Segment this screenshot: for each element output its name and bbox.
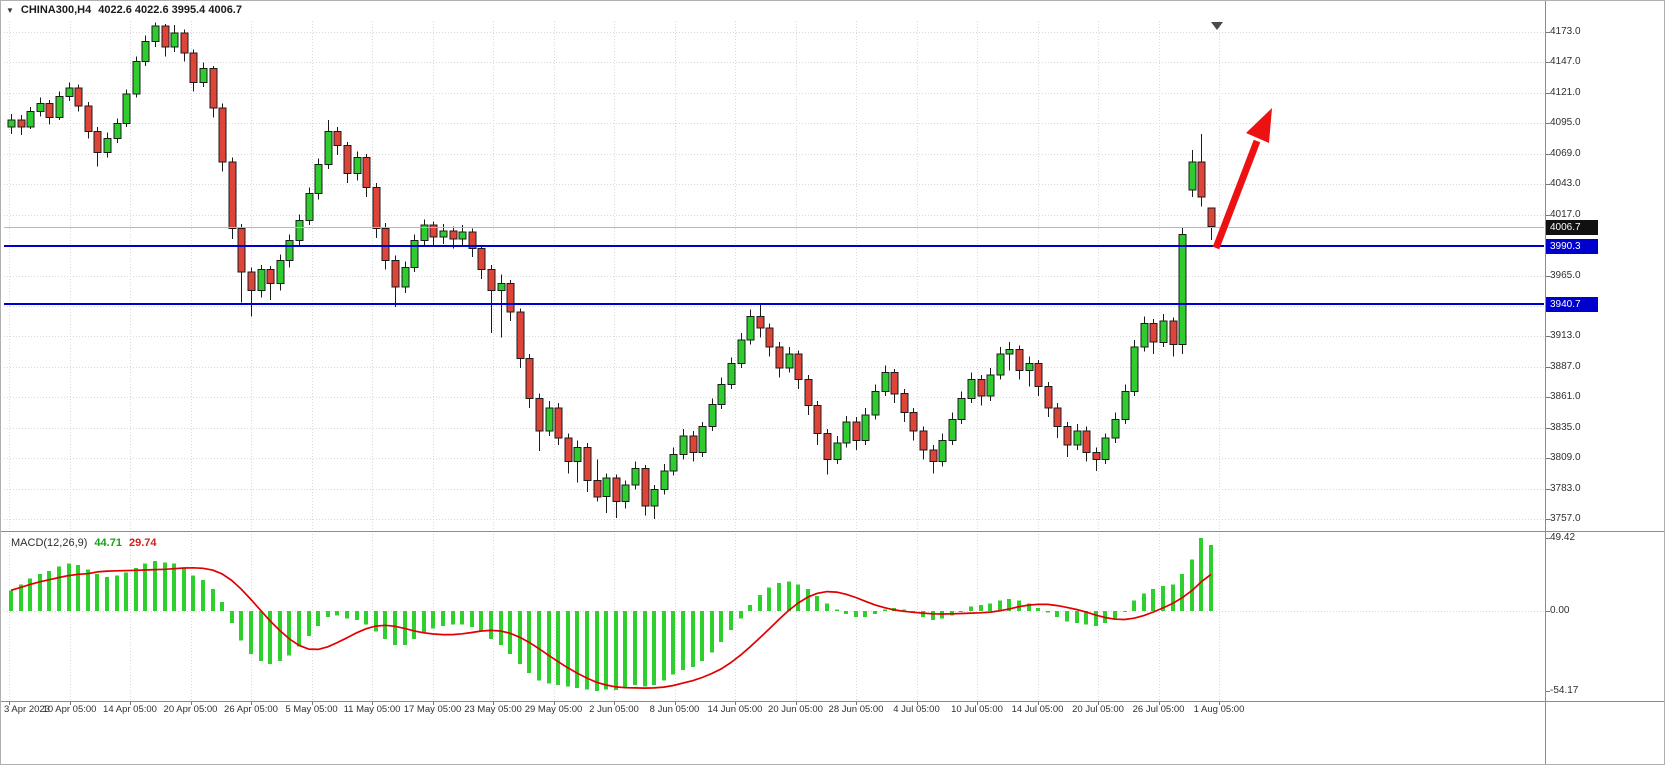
macd-signal-value: 29.74 bbox=[128, 537, 157, 549]
price-axis-label: 4043.0 bbox=[1550, 178, 1581, 190]
macd-axis-max-label: 49.42 bbox=[1550, 532, 1576, 543]
time-axis-label: 8 Jun 05:00 bbox=[649, 704, 700, 715]
time-axis-label: 20 Jun 05:00 bbox=[768, 704, 823, 715]
time-axis-label: 23 May 05:00 bbox=[464, 704, 522, 715]
axis-tick-marks bbox=[9, 32, 1550, 705]
macd-name: MACD(12,26,9) bbox=[11, 537, 88, 549]
time-axis-label: 20 Jul 05:00 bbox=[1072, 704, 1124, 715]
ohlc-readout: 4022.6 4022.6 3995.4 4006.7 bbox=[98, 4, 242, 16]
price-axis[interactable]: 49.42 0.00 -54.17 4173.0 4147.0 4121.0 4095… bbox=[1546, 1, 1664, 764]
time-axis-label: 26 Apr 05:00 bbox=[224, 704, 278, 715]
time-axis-label: 28 Jun 05:00 bbox=[828, 704, 884, 715]
time-axis-label: 1 Aug 05:00 bbox=[1193, 704, 1245, 715]
price-axis-label: 3809.0 bbox=[1550, 452, 1581, 464]
level-price-badge: 3940.7 bbox=[1546, 296, 1598, 312]
time-axis-label: 20 Apr 05:00 bbox=[163, 704, 218, 715]
time-axis-label: 5 May 05:00 bbox=[285, 704, 338, 715]
price-axis-label: 3757.0 bbox=[1550, 513, 1581, 524]
chart-info-bar: ▼ CHINA300,H4 4022.6 4022.6 3995.4 4006.… bbox=[6, 4, 242, 16]
time-axis-label: 11 May 05:00 bbox=[343, 704, 401, 715]
time-axis-label: 14 Jul 05:00 bbox=[1011, 704, 1064, 715]
time-axis-label: 14 Jun 05:00 bbox=[707, 704, 763, 715]
candlesticks bbox=[7, 22, 1216, 519]
time-axis-label: 3 Apr 2023 bbox=[4, 704, 50, 715]
macd-main-value: 44.71 bbox=[94, 537, 122, 549]
time-axis[interactable]: 3 Apr 2023 10 Apr 05:00 14 Apr 05:00 20 Apr… bbox=[1, 702, 1546, 719]
time-axis-label: 29 May 05:00 bbox=[524, 704, 583, 715]
price-axis-label: 4147.0 bbox=[1550, 56, 1581, 68]
price-axis-label: 4069.0 bbox=[1550, 147, 1581, 159]
symbol-dropdown-icon[interactable]: ▼ bbox=[6, 5, 14, 15]
price-axis-label: 3887.0 bbox=[1550, 360, 1581, 372]
price-axis-label: 3783.0 bbox=[1550, 482, 1581, 494]
price-axis-label: 3861.0 bbox=[1550, 391, 1581, 403]
time-axis-label: 17 May 05:00 bbox=[403, 704, 462, 715]
time-axis-label: 14 Apr 05:00 bbox=[103, 704, 157, 715]
macd-histogram bbox=[9, 538, 1213, 691]
macd-axis-zero-label: 0.00 bbox=[1550, 605, 1570, 616]
price-axis-label: 3965.0 bbox=[1550, 269, 1581, 281]
price-axis-label: 4121.0 bbox=[1550, 86, 1581, 98]
price-axis-label: 4017.0 bbox=[1550, 208, 1581, 220]
time-axis-label: 26 Jul 05:00 bbox=[1132, 704, 1185, 715]
trend-arrow-object[interactable] bbox=[1212, 108, 1272, 250]
time-axis-label: 10 Jul 05:00 bbox=[951, 704, 1003, 715]
grid-lines bbox=[4, 21, 1544, 701]
symbol-name: CHINA300,H4 bbox=[20, 4, 92, 16]
chart-shift-marker[interactable] bbox=[1211, 22, 1223, 30]
macd-indicator-label: MACD(12,26,9) 44.71 29.74 bbox=[11, 537, 156, 549]
macd-signal-line bbox=[10, 566, 1212, 689]
price-axis-label: 3913.0 bbox=[1550, 330, 1581, 342]
price-axis-label: 3835.0 bbox=[1550, 421, 1581, 433]
price-axis-label: 4095.0 bbox=[1550, 117, 1581, 129]
time-axis-label: 10 Apr 05:00 bbox=[42, 704, 97, 715]
macd-axis-min-label: -54.17 bbox=[1550, 685, 1579, 696]
level-price-badge: 3990.3 bbox=[1546, 238, 1598, 254]
time-axis-label: 4 Jul 05:00 bbox=[893, 704, 940, 715]
current-price-badge: 4006.7 bbox=[1546, 219, 1598, 235]
time-axis-label: 2 Jun 05:00 bbox=[589, 704, 639, 715]
price-axis-label: 4173.0 bbox=[1550, 26, 1581, 37]
